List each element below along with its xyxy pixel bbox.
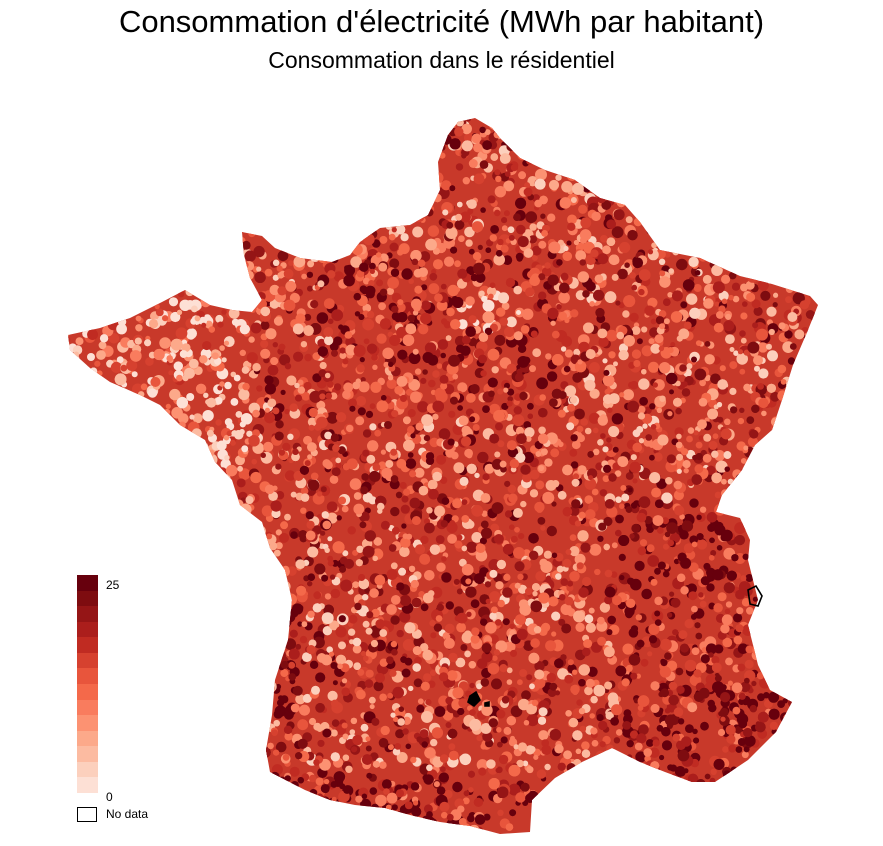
legend-nodata-swatch [77, 807, 97, 822]
legend-color-step [77, 590, 98, 607]
map-subtitle: Consommation dans le résidentiel [268, 47, 615, 73]
nodata-area [747, 584, 763, 607]
legend-color-step [77, 761, 98, 778]
legend-color-step [77, 652, 98, 669]
legend-color-step [77, 715, 98, 731]
nodata-area [467, 690, 481, 708]
legend-color-step [77, 746, 98, 762]
legend-max-label: 25 [106, 578, 120, 592]
legend-color-step [77, 699, 98, 716]
legend-color-step [77, 606, 98, 622]
legend-color-step [77, 637, 98, 653]
nodata-area [484, 700, 490, 707]
legend-color-step [77, 668, 98, 684]
legend-min-label: 0 [106, 790, 113, 804]
legend-color-step [77, 777, 98, 793]
map-title: Consommation d'électricité (MWh par habi… [118, 4, 765, 39]
legend-color-step [77, 621, 98, 638]
legend-nodata-label: No data [106, 807, 149, 821]
legend-color-step [77, 575, 98, 591]
legend-color-step [77, 683, 98, 700]
legend-color-step [77, 730, 98, 747]
legend-color-scale [77, 575, 98, 793]
